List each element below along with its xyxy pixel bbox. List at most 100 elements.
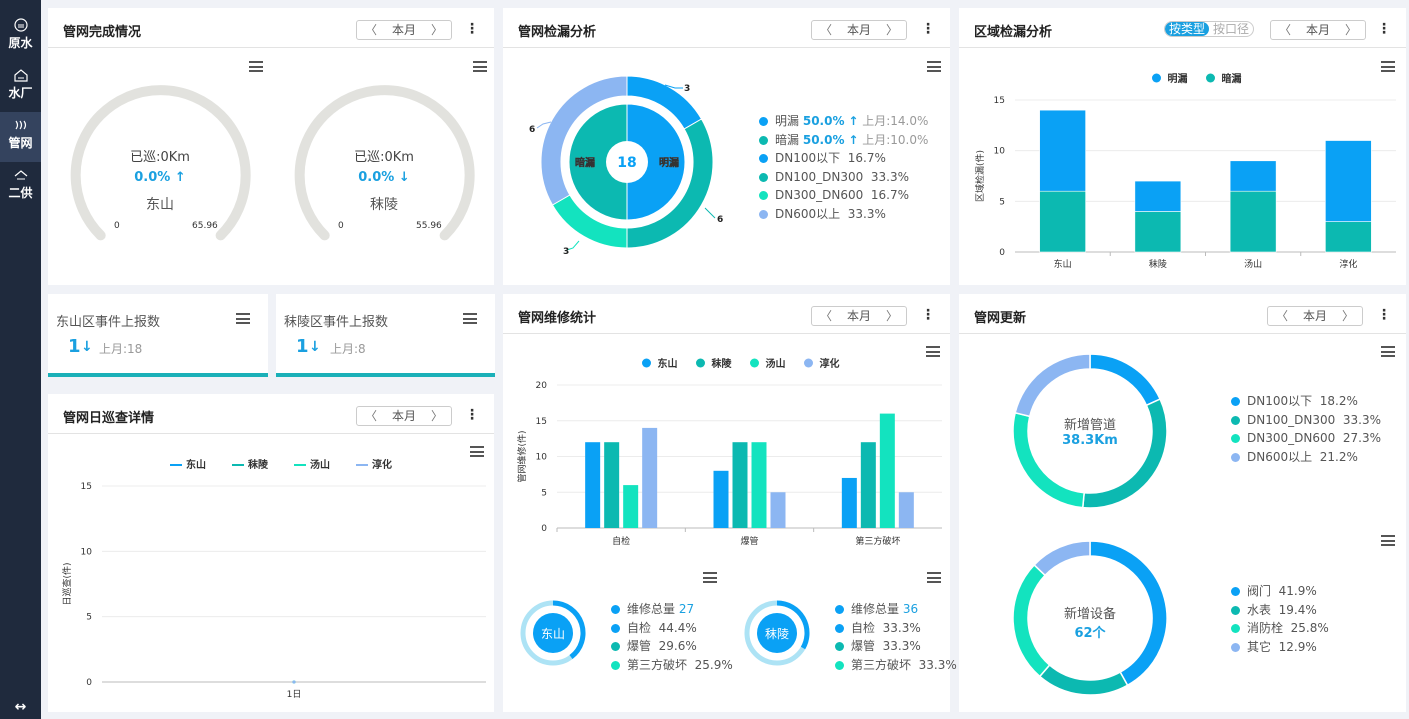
sidebar-item-raw-water[interactable]: 原水	[0, 12, 41, 62]
bar	[713, 470, 729, 528]
menu-icon[interactable]	[249, 61, 263, 72]
next-month-button[interactable]: 〉	[430, 23, 443, 37]
toggle-by-diameter[interactable]: 按口径	[1213, 22, 1250, 36]
prev-month-button[interactable]: 〈	[365, 23, 378, 37]
month-picker[interactable]: 〈 本月 〉	[356, 406, 452, 426]
legend-item[interactable]: 水表 19.4%	[1231, 601, 1329, 620]
outer-label: 3	[684, 84, 690, 94]
more-options-icon[interactable]: ⋮	[921, 21, 935, 37]
donut-segment	[1014, 353, 1091, 418]
legend-item[interactable]: 消防栓 25.8%	[1231, 619, 1329, 638]
more-options-icon[interactable]: ⋮	[1377, 307, 1391, 323]
prev-month-button[interactable]: 〈	[1276, 309, 1289, 323]
update-panel: 管网更新 〈 本月 〉 ⋮ 新增管道 38.3Km DN100以下 18.2% …	[959, 294, 1406, 712]
bar-segment	[1039, 109, 1086, 192]
expand-icon[interactable]: ↔	[14, 699, 27, 715]
more-options-icon[interactable]: ⋮	[465, 21, 479, 37]
devices-value: 62个	[1074, 626, 1106, 641]
devices-label: 新增设备	[1063, 607, 1116, 622]
legend-item[interactable]: DN300_DN600 27.3%	[1231, 429, 1381, 448]
ring-area-label: 秣陵	[765, 627, 789, 641]
legend-item[interactable]: DN600以上 33.3%	[759, 205, 928, 224]
legend-item[interactable]: 暗漏 50.0% ↑ 上月:10.0%	[759, 131, 928, 150]
more-options-icon[interactable]: ⋮	[1377, 21, 1391, 37]
pipes-value: 38.3Km	[1062, 433, 1118, 448]
next-month-button[interactable]: 〉	[430, 409, 443, 423]
more-options-icon[interactable]: ⋮	[465, 407, 479, 423]
gauge-min-label: 0	[114, 221, 120, 231]
legend-item[interactable]: DN100以下 16.7%	[759, 149, 928, 168]
daily-panel: 管网日巡查详情 〈 本月 〉 ⋮ 0 5 10 15 日巡查(件) 东山 秣陵 汤山 淳化 1日	[48, 394, 494, 712]
gauge-patrolled-label: 已巡:0Km	[354, 150, 414, 165]
legend-item[interactable]: DN100_DN300 33.3%	[759, 168, 928, 187]
type-toggle[interactable]: 按类型 按口径	[1164, 21, 1255, 37]
bar	[770, 492, 786, 528]
panel-title: 管网更新	[974, 311, 1027, 326]
sidebar-item-secondary-supply[interactable]: 二供	[0, 162, 41, 212]
y-tick-label: 15	[81, 482, 92, 492]
month-picker[interactable]: 〈 本月 〉	[811, 20, 907, 40]
next-month-button[interactable]: 〉	[1341, 309, 1354, 323]
bar-segment	[1134, 211, 1182, 253]
y-tick-label: 0	[86, 678, 92, 688]
legend-item[interactable]: DN100以下 18.2%	[1231, 392, 1381, 411]
more-options-icon[interactable]: ⋮	[921, 307, 935, 323]
month-picker[interactable]: 〈 本月 〉	[356, 20, 452, 40]
devices-legend: 阀门 41.9% 水表 19.4% 消防栓 25.8% 其它 12.9%	[1231, 582, 1329, 656]
legend-item[interactable]: DN300_DN600 16.7%	[759, 186, 928, 205]
toggle-by-type[interactable]: 按类型	[1165, 22, 1210, 36]
prev-month-button[interactable]: 〈	[820, 309, 833, 323]
menu-icon[interactable]	[927, 61, 941, 72]
x-tick-label: 淳化	[1339, 258, 1357, 270]
menu-icon[interactable]	[1381, 346, 1395, 357]
month-picker[interactable]: 〈 本月 〉	[1267, 306, 1363, 326]
legend-item[interactable]: DN100_DN300 33.3%	[1231, 411, 1381, 430]
panel-title: 区域检漏分析	[974, 25, 1053, 40]
panel-title: 管网检漏分析	[518, 25, 597, 40]
prev-month-button[interactable]: 〈	[365, 409, 378, 423]
repair-ring-legend: 维修总量 36 自检 33.3% 爆管 33.3% 第三方破坏 33.3%	[835, 600, 957, 674]
inner-label: 明漏	[659, 156, 679, 169]
repair-panel: 管网维修统计 〈 本月 〉 ⋮ 0 5 10 15 20 管网维修(件) 东山 秣陵 汤山 淳化自…	[503, 294, 957, 712]
month-picker[interactable]: 〈 本月 〉	[1270, 20, 1366, 40]
menu-icon[interactable]	[927, 572, 941, 583]
month-picker[interactable]: 〈 本月 〉	[811, 306, 907, 326]
menu-icon[interactable]	[703, 572, 717, 583]
sidebar-item-pipe-network[interactable]: 管网	[0, 112, 41, 162]
prev-month-button[interactable]: 〈	[1279, 23, 1292, 37]
plant-icon	[0, 62, 41, 84]
menu-icon[interactable]	[473, 61, 487, 72]
kpi-title: 东山区事件上报数	[56, 315, 161, 330]
prev-month-button[interactable]: 〈	[820, 23, 833, 37]
bar-segment	[1134, 180, 1182, 212]
sidebar-item-plant[interactable]: 水厂	[0, 62, 41, 112]
legend-dot	[1231, 642, 1240, 652]
panel-title: 管网完成情况	[63, 25, 142, 40]
kpi-card-moling: 秣陵区事件上报数 1 ↓ 上月:8	[276, 294, 495, 377]
legend-swatch	[642, 358, 651, 368]
leak-donut-svg: 18 暗漏 明漏 3 6 3 6	[529, 75, 723, 257]
legend-item[interactable]: 阀门 41.9%	[1231, 582, 1329, 601]
menu-icon[interactable]	[1381, 61, 1395, 72]
legend-item[interactable]: 明漏 50.0% ↑ 上月:14.0%	[759, 112, 928, 131]
devices-donut-svg	[1012, 540, 1168, 696]
x-tick-label: 第三方破坏	[855, 535, 900, 547]
next-month-button[interactable]: 〉	[1344, 23, 1357, 37]
menu-icon[interactable]	[236, 313, 250, 324]
gauge-track	[70, 85, 251, 241]
next-month-button[interactable]: 〉	[885, 23, 898, 37]
menu-icon[interactable]	[463, 313, 477, 324]
gauge-patrolled-label: 已巡:0Km	[130, 150, 190, 165]
legend-item[interactable]: 其它 12.9%	[1231, 638, 1329, 657]
menu-icon[interactable]	[1381, 535, 1395, 546]
kpi-value: 1	[296, 336, 309, 357]
legend-item[interactable]: DN600以上 21.2%	[1231, 448, 1381, 467]
menu-icon[interactable]	[926, 346, 940, 357]
secondary-supply-icon	[0, 162, 41, 184]
menu-icon[interactable]	[470, 446, 484, 457]
inner-segment-open-leak	[626, 103, 686, 221]
pipes-donut-svg	[1012, 353, 1168, 509]
next-month-button[interactable]: 〉	[885, 309, 898, 323]
legend-dot	[759, 191, 768, 200]
legend-label: 秣陵	[248, 458, 269, 471]
